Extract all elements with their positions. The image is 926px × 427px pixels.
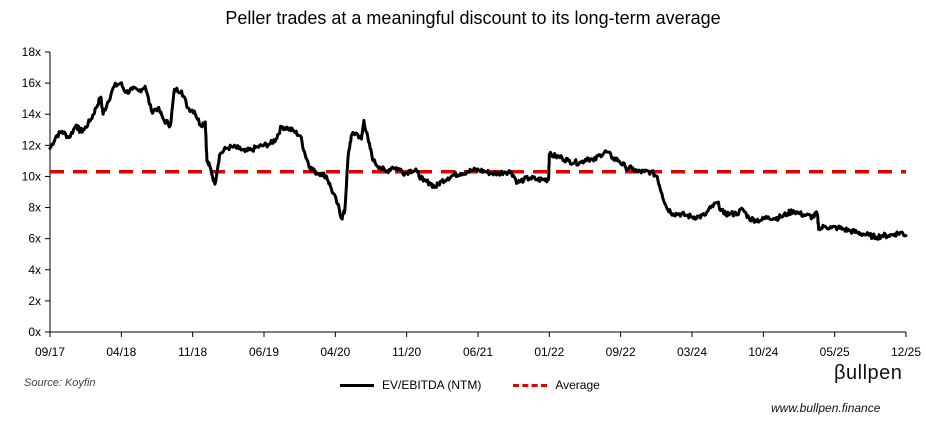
- y-tick-label: 0x: [28, 325, 41, 339]
- legend-label-ev-ebitda: EV/EBITDA (NTM): [382, 378, 482, 392]
- legend-swatch-line: [340, 383, 374, 387]
- series-group: [48, 81, 908, 241]
- y-tick-label: 2x: [28, 294, 41, 308]
- y-tick-label: 8x: [28, 201, 41, 215]
- source-note: Source: Koyfin: [24, 377, 96, 389]
- legend: EV/EBITDA (NTM) Average: [340, 378, 600, 392]
- x-tick-label: 12/25: [891, 345, 921, 359]
- x-tick-label: 06/21: [463, 345, 493, 359]
- y-tick-label: 16x: [22, 76, 41, 90]
- x-tick-label: 09/22: [606, 345, 636, 359]
- x-tick-label: 04/18: [106, 345, 136, 359]
- bullpen-logo: βullpen: [834, 362, 903, 384]
- x-axis: 09/17 04/18 11/18 06/19 04/20 11/20 06/21 01/22…: [35, 331, 921, 359]
- y-tick-label: 4x: [28, 263, 41, 277]
- x-tick-label: 01/22: [534, 345, 564, 359]
- chart: Peller trades at a meaningful discount t…: [22, 8, 922, 359]
- x-tick-label: 05/25: [820, 345, 850, 359]
- y-tick-label: 10x: [22, 169, 41, 183]
- x-tick-label: 11/18: [178, 345, 207, 359]
- y-axis: 0x 2x 4x 6x 8x 10x 12x 14x 16x 18x: [22, 45, 51, 339]
- y-tick-label: 6x: [28, 232, 41, 246]
- chart-title: Peller trades at a meaningful discount t…: [225, 8, 720, 28]
- y-tick-label: 18x: [22, 45, 41, 59]
- x-tick-label: 03/24: [677, 345, 707, 359]
- legend-label-average: Average: [555, 378, 600, 392]
- x-tick-label: 06/19: [249, 345, 279, 359]
- legend-swatch-average: [513, 383, 548, 387]
- x-tick-label: 04/20: [320, 345, 350, 359]
- x-tick-label: 11/20: [392, 345, 421, 359]
- y-tick-label: 14x: [22, 107, 41, 121]
- website-link[interactable]: www.bullpen.finance: [771, 401, 881, 415]
- ev-ebitda-line: [48, 81, 908, 241]
- x-tick-label: 09/17: [35, 345, 65, 359]
- y-tick-label: 12x: [22, 138, 41, 152]
- x-tick-label: 10/24: [748, 345, 778, 359]
